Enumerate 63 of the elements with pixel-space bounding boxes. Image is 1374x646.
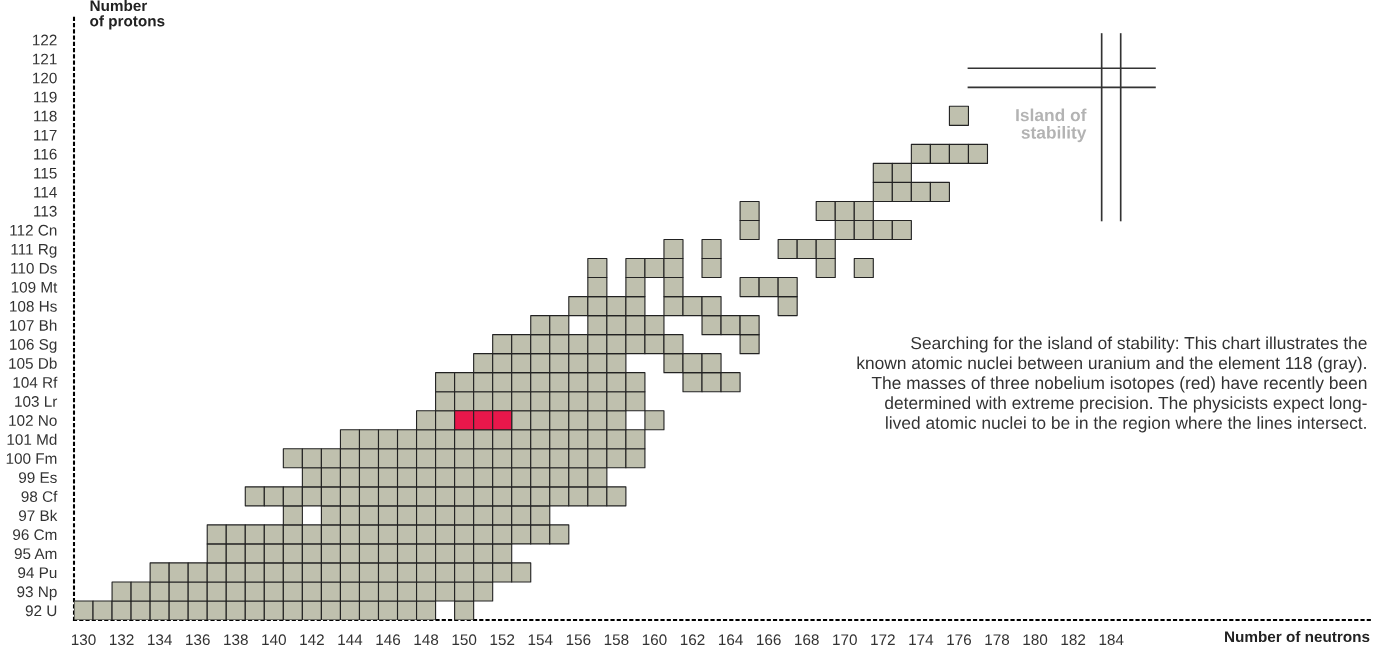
y-tick-label: 99 Es — [18, 472, 57, 483]
x-tick-label: 132 — [110, 634, 134, 646]
x-tick-label: 176 — [947, 634, 972, 646]
y-tick-label: 117 — [34, 129, 57, 141]
y-tick-label: 116 — [34, 148, 57, 160]
y-tick-label: 103 Lr — [15, 396, 58, 407]
x-tick-label: 144 — [338, 634, 363, 645]
y-tick-label: 109 Mt — [11, 281, 58, 293]
y-tick-label: 104 Rf — [13, 376, 58, 388]
x-tick-label: 154 — [528, 634, 553, 646]
x-tick-label: 178 — [985, 634, 1010, 646]
y-tick-label: 112 Cn — [10, 224, 57, 236]
y-tick-label: 93 Np — [17, 586, 57, 601]
y-tick-label: 94 Pu — [18, 567, 57, 579]
x-tick-label: 158 — [604, 634, 629, 646]
annotation: Island of stability — [1016, 108, 1087, 143]
y-tick-label: 118 — [34, 110, 57, 122]
x-tick-label: 168 — [795, 634, 819, 646]
x-tick-label: 140 — [262, 634, 286, 646]
y-tick-label: 119 — [34, 91, 57, 103]
x-axis-title: Number of neutrons — [1225, 630, 1370, 643]
y-tick-label: 95 Am — [14, 548, 57, 560]
x-tick-label: 164 — [718, 634, 743, 646]
x-tick-label: 134 — [148, 634, 172, 646]
y-tick-label: 100 Fm — [6, 453, 57, 464]
y-axis-title: Number of protons — [90, 0, 165, 30]
y-tick-label: 107 Bh — [10, 319, 57, 331]
x-tick-label: 174 — [909, 634, 934, 645]
y-tick-label: 108 Hs — [10, 300, 57, 312]
x-tick-label: 150 — [452, 634, 477, 646]
y-tick-label: 113 — [34, 205, 57, 217]
y-tick-label: 114 — [34, 186, 57, 198]
y-tick-label: 115 — [34, 167, 57, 179]
x-tick-label: 162 — [680, 634, 705, 646]
y-tick-label: 120 — [33, 72, 57, 84]
annotation: Searching for the island of stability: This chart illustrates the known atomic nuclei between uranium and the element 118 (gray). The masses of three nobelium isotopes (red) have recently been determined with extreme precision. The physicists expect long-lived atomic nuclei to be in the region where the lines intersect. — [857, 336, 1367, 433]
x-tick-label: 160 — [642, 634, 667, 646]
y-tick-label: 110 Ds — [11, 262, 57, 274]
y-tick-label: 97 Bk — [18, 509, 58, 522]
x-tick-label: 170 — [833, 634, 857, 646]
y-tick-label: 98 Cf — [21, 490, 58, 503]
y-tick-label: 105 Db — [9, 357, 57, 369]
x-tick-label: 146 — [376, 634, 401, 646]
x-tick-label: 182 — [1061, 634, 1086, 646]
y-tick-label: 102 No — [9, 415, 57, 426]
y-tick-label: 111 Rg — [11, 244, 57, 258]
x-tick-label: 156 — [566, 634, 591, 646]
x-tick-label: 172 — [871, 634, 895, 645]
x-tick-label: 184 — [1099, 634, 1124, 646]
x-tick-label: 142 — [300, 634, 324, 645]
x-tick-label: 148 — [414, 634, 439, 646]
y-tick-label: 122 — [33, 34, 57, 46]
y-tick-label: 106 Sg — [10, 339, 57, 353]
x-tick-label: 138 — [224, 634, 248, 646]
x-tick-label: 180 — [1023, 634, 1048, 646]
x-tick-label: 152 — [490, 634, 515, 646]
y-tick-label: 101 Md — [7, 433, 57, 445]
y-tick-label: 121 — [33, 53, 57, 65]
x-tick-label: 136 — [186, 634, 210, 646]
y-tick-label: 92 U — [25, 605, 57, 617]
y-tick-label: 96 Cm — [13, 529, 57, 541]
x-tick-label: 166 — [757, 634, 781, 646]
x-tick-label: 130 — [71, 634, 96, 646]
